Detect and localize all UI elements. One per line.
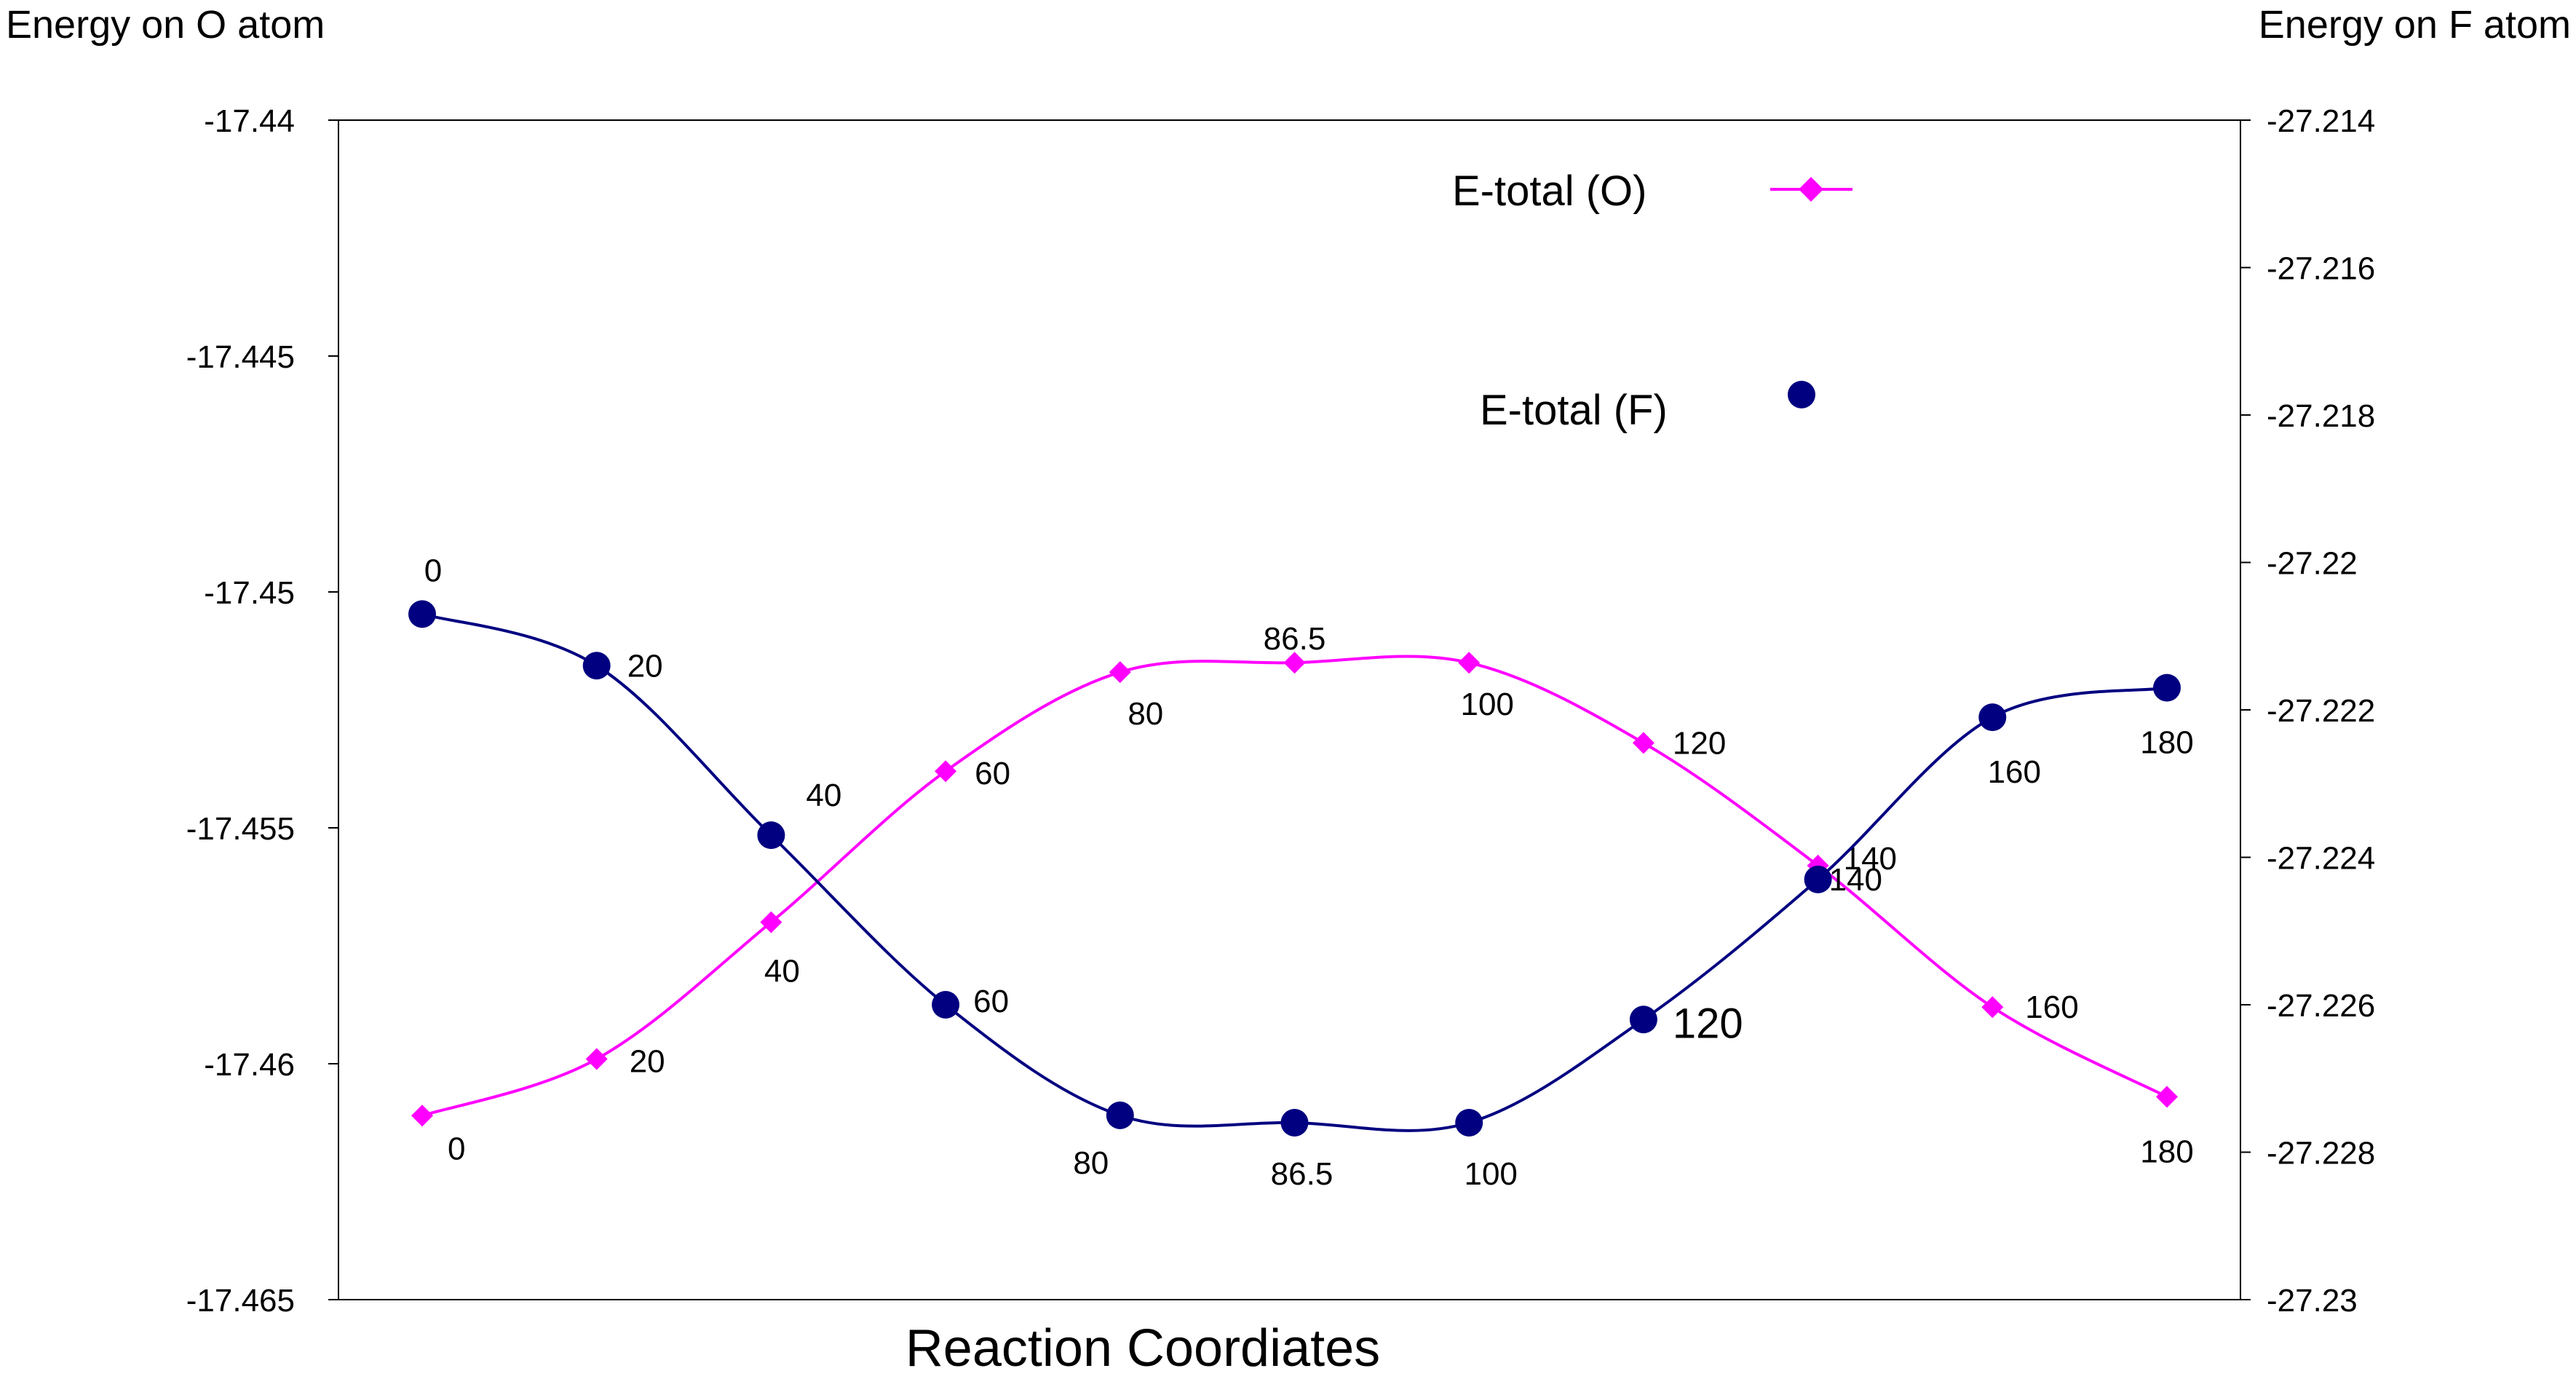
legend-marker-e-total-o <box>1799 177 1823 202</box>
right-tick-label: -27.214 <box>2267 103 2375 139</box>
data-label-e-total-o: 120 <box>1673 725 1726 761</box>
data-label-e-total-f: 120 <box>1673 1000 1743 1047</box>
point-e-total-f <box>582 652 611 680</box>
left-tick-label: -17.455 <box>186 811 295 847</box>
point-e-total-o <box>935 760 957 783</box>
data-label-e-total-o: 80 <box>1128 696 1163 732</box>
right-axis-ticks: -27.214 -27.216 -27.218 -27.22 -27.222 -27.22… <box>2240 103 2375 1319</box>
data-label-e-total-o: 100 <box>1460 687 1513 722</box>
data-label-e-total-o: 160 <box>2025 989 2078 1025</box>
point-e-total-f <box>757 821 785 850</box>
data-label-e-total-o: 0 <box>448 1131 465 1166</box>
data-label-e-total-f: 40 <box>806 778 841 813</box>
series-layer: 0 20 40 60 80 86.5 100 120 140 160 180 0 20 40 60 80 86.… <box>408 553 2194 1192</box>
right-tick-label: -27.226 <box>2267 988 2375 1024</box>
point-e-total-f <box>408 600 436 628</box>
data-label-e-total-o: 86.5 <box>1264 621 1326 657</box>
point-e-total-o <box>1458 652 1481 674</box>
point-e-total-f <box>2153 673 2181 702</box>
point-e-total-o <box>1981 996 2004 1019</box>
point-e-total-o <box>1283 652 1306 674</box>
data-label-e-total-f: 0 <box>424 553 442 588</box>
point-e-total-f <box>1455 1109 1483 1137</box>
data-label-e-total-f: 180 <box>2140 725 2193 761</box>
point-e-total-f <box>1629 1005 1657 1034</box>
data-label-e-total-f: 86.5 <box>1271 1156 1333 1192</box>
left-axis-title: Energy on O atom <box>6 3 325 47</box>
left-tick-label: -17.465 <box>186 1283 295 1319</box>
point-e-total-f <box>1280 1109 1309 1137</box>
point-e-total-o <box>1632 732 1654 754</box>
point-e-total-f <box>932 991 960 1019</box>
left-tick-label: -17.445 <box>186 339 295 375</box>
right-tick-label: -27.218 <box>2267 398 2375 434</box>
right-tick-label: -27.228 <box>2267 1136 2375 1171</box>
data-label-e-total-o: 20 <box>630 1044 665 1080</box>
point-e-total-o <box>411 1105 433 1127</box>
legend-marker-e-total-f <box>1788 381 1815 408</box>
point-e-total-o <box>1109 661 1131 684</box>
point-e-total-o <box>760 911 782 933</box>
data-label-e-total-f: 140 <box>1829 862 1882 898</box>
series-line-e-total-f <box>421 612 2168 1132</box>
point-e-total-o <box>585 1048 608 1070</box>
right-tick-label: -27.22 <box>2267 546 2358 582</box>
point-e-total-o <box>2156 1086 2178 1108</box>
right-tick-label: -27.23 <box>2267 1283 2358 1319</box>
data-label-e-total-f: 160 <box>1988 754 2041 790</box>
right-tick-label: -27.224 <box>2267 841 2375 877</box>
right-tick-label: -27.222 <box>2267 693 2375 729</box>
point-e-total-f <box>1978 703 2007 732</box>
data-label-e-total-f: 100 <box>1464 1156 1517 1192</box>
left-tick-label: -17.44 <box>204 103 295 139</box>
left-tick-label: -17.45 <box>204 575 295 611</box>
legend-label-e-total-o: E-total (O) <box>1452 167 1647 215</box>
data-label-e-total-o: 60 <box>975 756 1010 791</box>
data-label-e-total-f: 20 <box>627 648 663 684</box>
right-tick-label: -27.216 <box>2267 251 2375 287</box>
data-label-e-total-f: 60 <box>973 984 1009 1019</box>
data-label-e-total-f: 80 <box>1073 1145 1109 1181</box>
x-axis-title: Reaction Coordiates <box>905 1319 1380 1378</box>
left-tick-label: -17.46 <box>204 1047 295 1083</box>
point-e-total-f <box>1804 865 1832 893</box>
data-label-e-total-o: 180 <box>2140 1134 2193 1169</box>
point-e-total-f <box>1106 1101 1134 1129</box>
data-label-e-total-o: 40 <box>764 954 800 989</box>
legend-label-e-total-f: E-total (F) <box>1480 387 1668 434</box>
legend: E-total (O) E-total (F) <box>1452 167 1852 434</box>
right-axis-title: Energy on F atom <box>2259 3 2571 47</box>
left-axis-ticks: -17.44 -17.445 -17.45 -17.455 -17.46 -17.465 <box>186 103 338 1319</box>
series-line-e-total-o <box>421 655 2168 1118</box>
